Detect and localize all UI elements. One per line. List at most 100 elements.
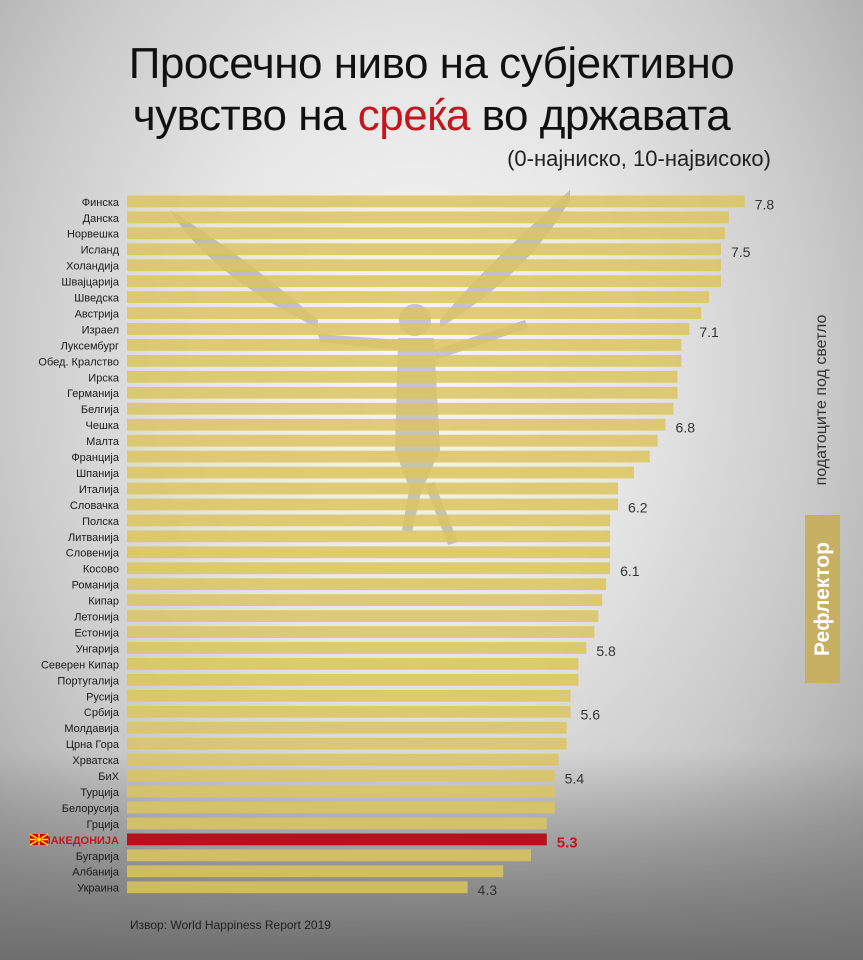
title-line-2-start: чувство на (132, 91, 358, 140)
bar (127, 291, 710, 303)
category-label: Италија (79, 484, 120, 496)
bar (127, 865, 504, 878)
bar (127, 498, 619, 511)
category-label: Турција (80, 787, 119, 799)
category-label: Летонија (74, 612, 120, 624)
bar (127, 434, 658, 447)
value-label: 6.2 (628, 499, 648, 515)
category-label: Хрватска (72, 755, 120, 767)
category-label: Косово (83, 564, 119, 576)
title-line-2: чувство на среќа во државата (0, 90, 863, 142)
bar (127, 562, 611, 575)
chart-subtitle: (0-најниско, 10-највисоко) (507, 146, 771, 171)
category-label: Исланд (81, 245, 120, 257)
category-label: Молдавија (64, 723, 120, 735)
bar (127, 482, 619, 495)
category-label: Украина (77, 883, 120, 895)
bar (127, 721, 567, 734)
category-label: Белгија (81, 404, 120, 416)
category-label: Ирска (88, 372, 120, 384)
category-label: Белорусија (62, 803, 120, 815)
value-label: 7.8 (755, 196, 775, 212)
bar (127, 227, 725, 240)
bar (127, 450, 650, 463)
brand-logo-text: Рефлектор (810, 542, 834, 656)
source-note: Извор: World Happiness Report 2019 (130, 918, 331, 932)
category-label: Норвешка (67, 229, 120, 241)
title-highlight-word: среќа (357, 91, 471, 140)
bar (127, 514, 611, 527)
value-label: 5.3 (557, 834, 578, 851)
category-label: Грција (87, 819, 120, 831)
bar (127, 546, 611, 559)
bar (127, 881, 468, 894)
bar (127, 370, 678, 383)
value-label: 4.3 (478, 882, 498, 898)
macedonia-flag-icon (29, 833, 49, 846)
category-label: Швајцарија (61, 277, 119, 289)
bar (127, 737, 567, 750)
bar (127, 578, 607, 591)
chart-title: Просечно ниво на субјективно чувство на … (0, 38, 863, 142)
category-label: МАКЕДОНИЈА (42, 835, 120, 847)
bar (127, 323, 690, 335)
bar (127, 530, 611, 543)
category-label: Албанија (72, 867, 120, 879)
bar (127, 339, 682, 351)
highlight-bar (127, 833, 547, 846)
category-label: Естонија (74, 627, 119, 639)
brand-tagline: податоците под светло (813, 314, 830, 486)
value-label: 5.6 (581, 707, 601, 723)
category-label: Словачка (70, 500, 120, 512)
category-label: Израел (82, 324, 119, 336)
category-label: Словенија (66, 548, 120, 560)
category-label: Малта (86, 436, 120, 448)
value-label: 5.8 (596, 643, 616, 659)
bar (127, 211, 729, 224)
bar (127, 610, 599, 622)
bar (127, 355, 682, 367)
category-label: Португалија (57, 675, 119, 687)
bar (127, 674, 579, 686)
value-label: 6.8 (676, 420, 696, 436)
bar (127, 386, 678, 399)
bar (127, 705, 571, 718)
category-label: БиХ (98, 771, 119, 783)
value-label: 7.1 (699, 324, 719, 340)
category-label: Германија (67, 388, 120, 400)
bar (127, 642, 587, 654)
category-label: Русија (86, 691, 120, 703)
bar (127, 466, 634, 479)
title-line-2-end: во државата (469, 91, 731, 140)
bar (127, 626, 595, 638)
bar (127, 769, 555, 782)
category-label: Литванија (68, 532, 120, 544)
brand-logo: Рефлектор (805, 515, 840, 683)
bar (127, 849, 531, 862)
bar (127, 817, 547, 830)
bar (127, 195, 745, 208)
value-label: 7.5 (731, 244, 751, 260)
category-label: Кипар (88, 596, 119, 608)
bar (127, 307, 702, 319)
category-label: Црна Гора (66, 739, 120, 751)
category-label: Луксембург (61, 340, 119, 352)
value-label: 5.4 (565, 771, 585, 787)
category-label: Франција (71, 452, 120, 464)
category-label: Чешка (86, 420, 120, 432)
bar (127, 689, 571, 702)
category-label: Србија (84, 707, 120, 719)
category-label: Бугарија (76, 851, 120, 863)
bar (127, 259, 721, 272)
category-label: Шпанија (76, 468, 120, 480)
category-label: Северен Кипар (41, 659, 119, 671)
category-label: Финска (82, 197, 120, 209)
bar (127, 801, 555, 814)
category-label: Унгарија (76, 643, 120, 655)
bar (127, 785, 555, 798)
category-label: Шведска (74, 293, 120, 305)
bar (127, 243, 721, 256)
bar (127, 594, 603, 607)
bar (127, 658, 579, 670)
